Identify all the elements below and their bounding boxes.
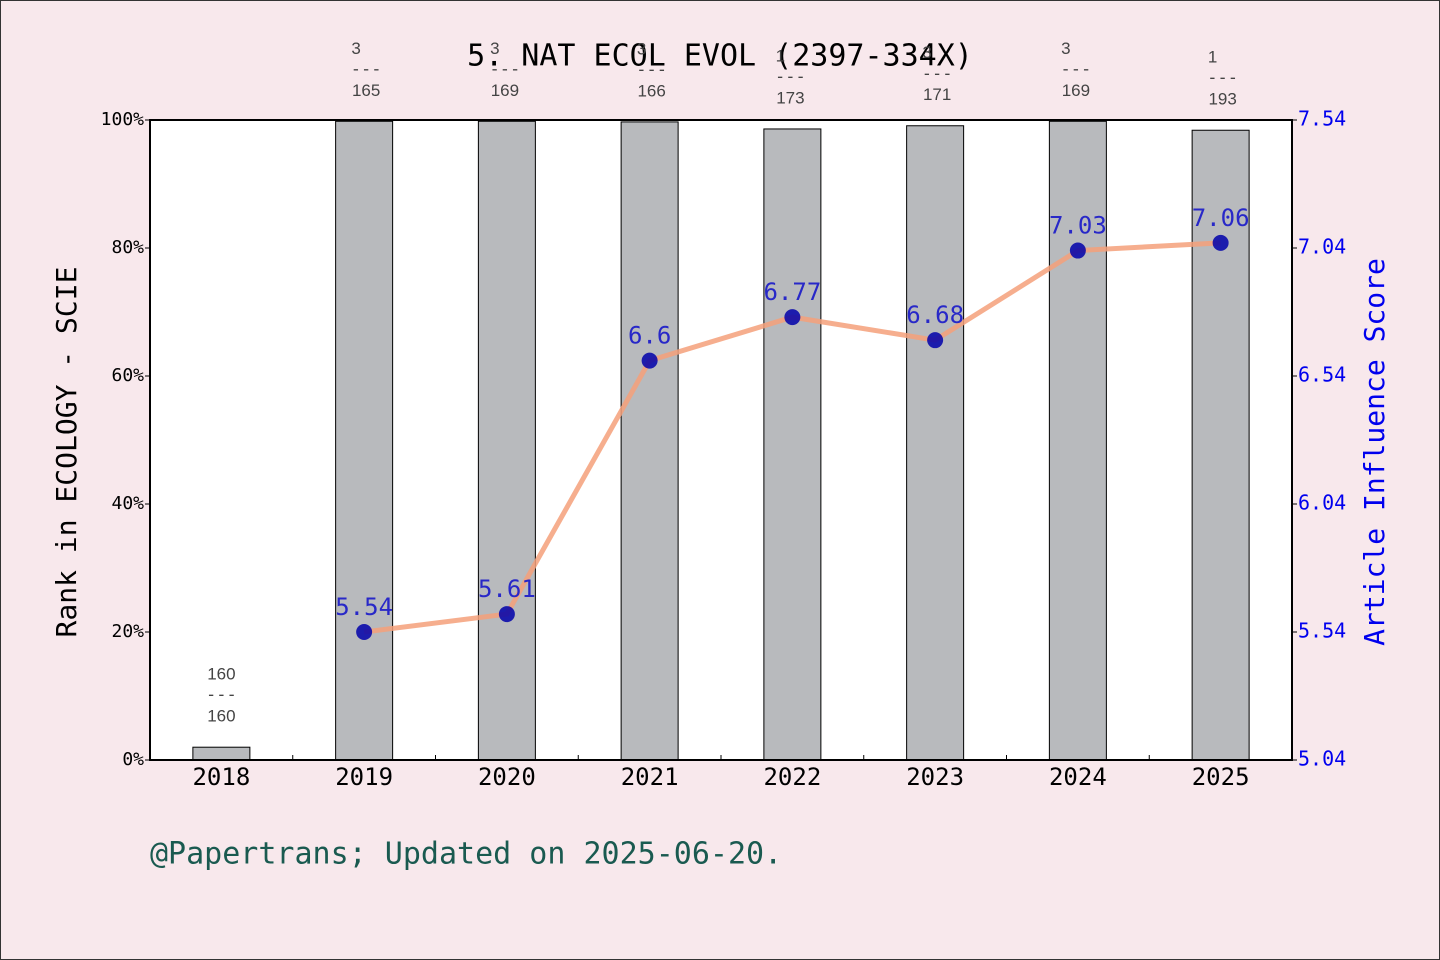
rank-total: 169	[1062, 81, 1090, 100]
x-tick-label: 2024	[1049, 763, 1107, 791]
marker	[784, 309, 801, 326]
y2-tick-label: 7.04	[1298, 235, 1346, 259]
bar	[620, 121, 679, 761]
y2-tick-label: 5.54	[1298, 619, 1346, 643]
x-tick-label: 2022	[763, 763, 821, 791]
rank-separator: ---	[490, 59, 521, 79]
y2-axis-label: Article Influence Score	[1358, 258, 1391, 646]
chart-title: 5. NAT ECOL EVOL (2397-334X)	[467, 39, 973, 74]
rank-separator: ---	[351, 59, 382, 79]
y-tick-label: 80%	[111, 237, 144, 258]
rank-separator: ---	[1061, 59, 1092, 79]
marker	[927, 332, 944, 349]
data-label: 6.68	[906, 301, 964, 329]
y2-tick-label: 7.54	[1298, 107, 1346, 131]
data-label: 6.77	[763, 278, 821, 306]
data-label: 7.03	[1049, 212, 1107, 240]
rank-separator: ---	[922, 64, 953, 84]
y-tick-label: 100%	[101, 109, 145, 130]
y2-tick-label: 6.54	[1298, 363, 1346, 387]
marker	[498, 606, 515, 623]
marker	[356, 624, 373, 640]
y-tick-label: 40%	[111, 493, 144, 514]
rank-separator: ---	[206, 685, 237, 705]
y2-tick-label: 5.04	[1298, 747, 1346, 771]
y-tick-label: 20%	[111, 621, 144, 642]
x-tick-label: 2020	[478, 763, 536, 791]
marker	[1212, 234, 1229, 251]
data-label: 5.61	[478, 575, 536, 603]
y-axis-label: Rank in ECOLOGY - SCIE	[50, 267, 83, 638]
data-label: 5.54	[335, 593, 393, 621]
y2-tick-label: 6.04	[1298, 491, 1346, 515]
bar	[906, 125, 965, 761]
rank-total: 165	[352, 81, 380, 100]
rank-label: 1	[776, 46, 785, 65]
x-tick-label: 2025	[1192, 763, 1250, 791]
data-label: 7.06	[1192, 204, 1250, 232]
rank-label: 3	[490, 39, 499, 58]
rank-separator: ---	[775, 67, 806, 87]
rank-total: 193	[1208, 90, 1236, 109]
marker	[641, 352, 658, 369]
rank-total: 171	[923, 85, 951, 104]
rank-label: 3	[922, 43, 931, 62]
plot-area	[150, 120, 1292, 760]
bar	[763, 128, 822, 761]
rank-total: 160	[207, 707, 235, 726]
x-tick-label: 2021	[621, 763, 679, 791]
rank-total: 166	[637, 81, 665, 100]
rank-label: 3	[351, 39, 360, 58]
y-tick-label: 60%	[111, 365, 144, 386]
bar	[335, 120, 394, 761]
rank-separator: ---	[636, 60, 667, 80]
marker	[1069, 242, 1086, 259]
footer: @Papertrans; Updated on 2025-06-20.	[150, 837, 782, 872]
bar	[1048, 120, 1107, 761]
bar	[192, 746, 251, 761]
bar	[477, 120, 536, 761]
rank-total: 173	[776, 88, 804, 107]
x-tick-label: 2018	[192, 763, 250, 791]
data-label: 6.6	[628, 322, 671, 350]
x-tick-label: 2019	[335, 763, 393, 791]
rank-label: 3	[637, 39, 646, 58]
rank-label: 1	[1208, 48, 1217, 67]
rank-label: 3	[1061, 39, 1070, 58]
x-tick-label: 2023	[906, 763, 964, 791]
rank-separator: ---	[1207, 68, 1238, 88]
rank-label: 160	[207, 665, 235, 684]
y-tick-label: 0%	[122, 749, 144, 770]
rank-total: 169	[491, 81, 519, 100]
